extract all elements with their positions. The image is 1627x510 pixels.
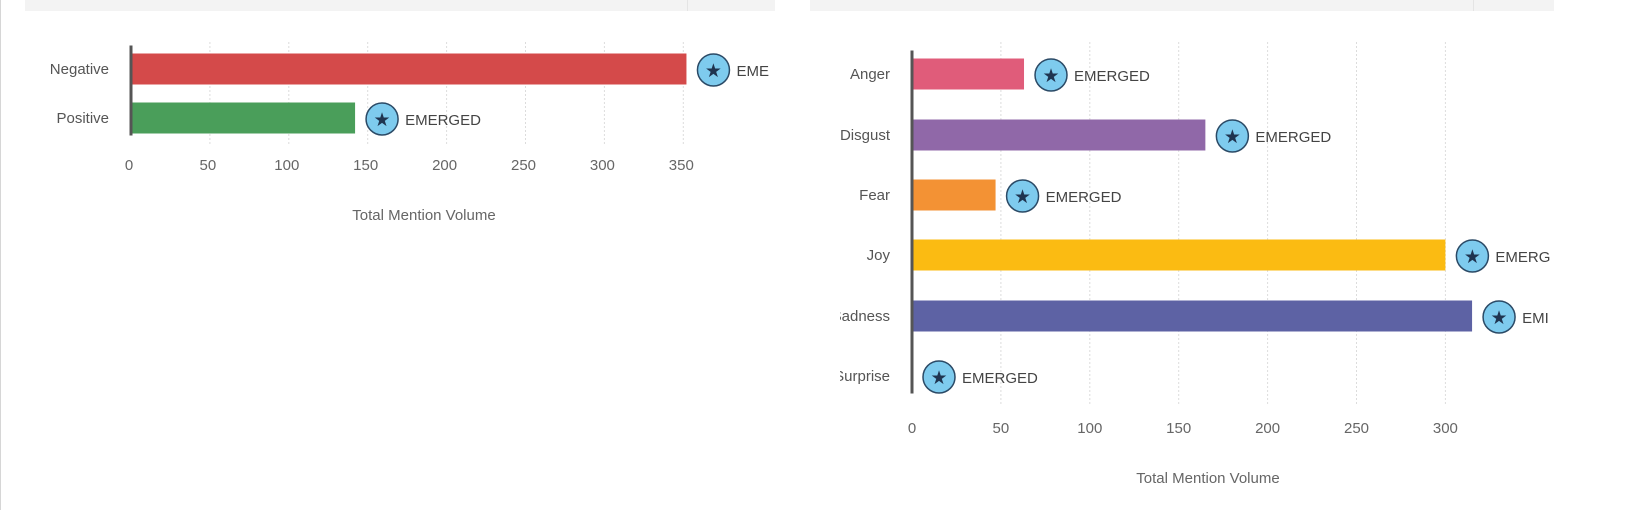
category-label: Anger [850,66,890,83]
emerged-label: EMI [1522,310,1549,327]
category-label: Negative [50,61,109,78]
x-tick-label: 250 [1344,420,1369,437]
star-icon: ★ [1014,187,1031,208]
emerged-label: EMERGED [962,370,1038,387]
x-tick-label: 150 [353,157,378,174]
panel-header-divider [1473,0,1474,11]
emerged-badge [1005,179,1040,213]
emerged-label: EMERGED [1046,189,1122,206]
x-tick-label: 300 [1433,420,1458,437]
emotion-bar-chart: 0 50 100 150 200 250 300 Anger ★ EMERGED Disgust ★ E… [840,42,1550,487]
emerged-label: EMERGED [1074,68,1150,85]
x-tick-label: 100 [274,157,299,174]
category-label: Sadness [840,308,890,325]
x-tick-label: 350 [669,157,694,174]
bar-sadness [912,300,1473,332]
emerged-badge [1482,300,1516,334]
bar-negative [131,53,687,85]
emerged-badge [365,102,399,136]
bar-positive [131,102,356,134]
emerged-badge [922,360,956,394]
emerged-badge [1215,119,1250,153]
emerged-label: EME [736,63,769,80]
emerged-badge [1455,239,1490,273]
x-tick-label: 300 [590,157,615,174]
page-edge [0,0,1,510]
bar-joy [912,239,1446,271]
emerged-badge [696,53,731,87]
category-label: Surprise [840,368,890,385]
star-icon: ★ [930,368,947,389]
category-label: Disgust [840,127,891,144]
star-icon: ★ [705,61,722,82]
bar-anger [912,58,1025,90]
category-label: Joy [867,247,891,264]
sentiment-chart-panel: 0 50 100 150 200 250 300 350 Negative ★ EME Positiv… [0,0,810,510]
x-tick-label: 50 [200,157,217,174]
star-icon: ★ [1042,66,1059,87]
x-tick-label: 150 [1166,420,1191,437]
emerged-label: EMERG [1495,249,1550,266]
x-tick-label: 100 [1077,420,1102,437]
x-tick-label: 200 [432,157,457,174]
emerged-label: EMERGED [1255,129,1331,146]
star-icon: ★ [1464,247,1481,268]
x-axis-title: Total Mention Volume [1136,470,1279,487]
star-icon: ★ [1224,127,1241,148]
x-tick-label: 50 [993,420,1010,437]
emotion-chart-panel: 0 50 100 150 200 250 300 Anger ★ EMERGED Disgust ★ E… [810,0,1627,510]
bar-disgust [912,119,1206,151]
panel-header [25,0,775,11]
x-tick-label: 0 [125,157,133,174]
emerged-badge [1034,58,1068,92]
emerged-label: EMERGED [405,112,481,129]
sentiment-bar-chart: 0 50 100 150 200 250 300 350 Negative ★ EME Positiv… [50,42,769,224]
x-tick-label: 200 [1255,420,1280,437]
star-icon: ★ [374,110,391,131]
category-label: Positive [56,110,109,127]
category-label: Fear [859,187,890,204]
x-axis-title: Total Mention Volume [352,207,495,224]
bar-fear [912,179,996,211]
star-icon: ★ [1491,308,1508,329]
panel-header-divider [687,0,688,11]
x-tick-label: 250 [511,157,536,174]
panel-header [810,0,1554,11]
x-tick-label: 0 [908,420,916,437]
